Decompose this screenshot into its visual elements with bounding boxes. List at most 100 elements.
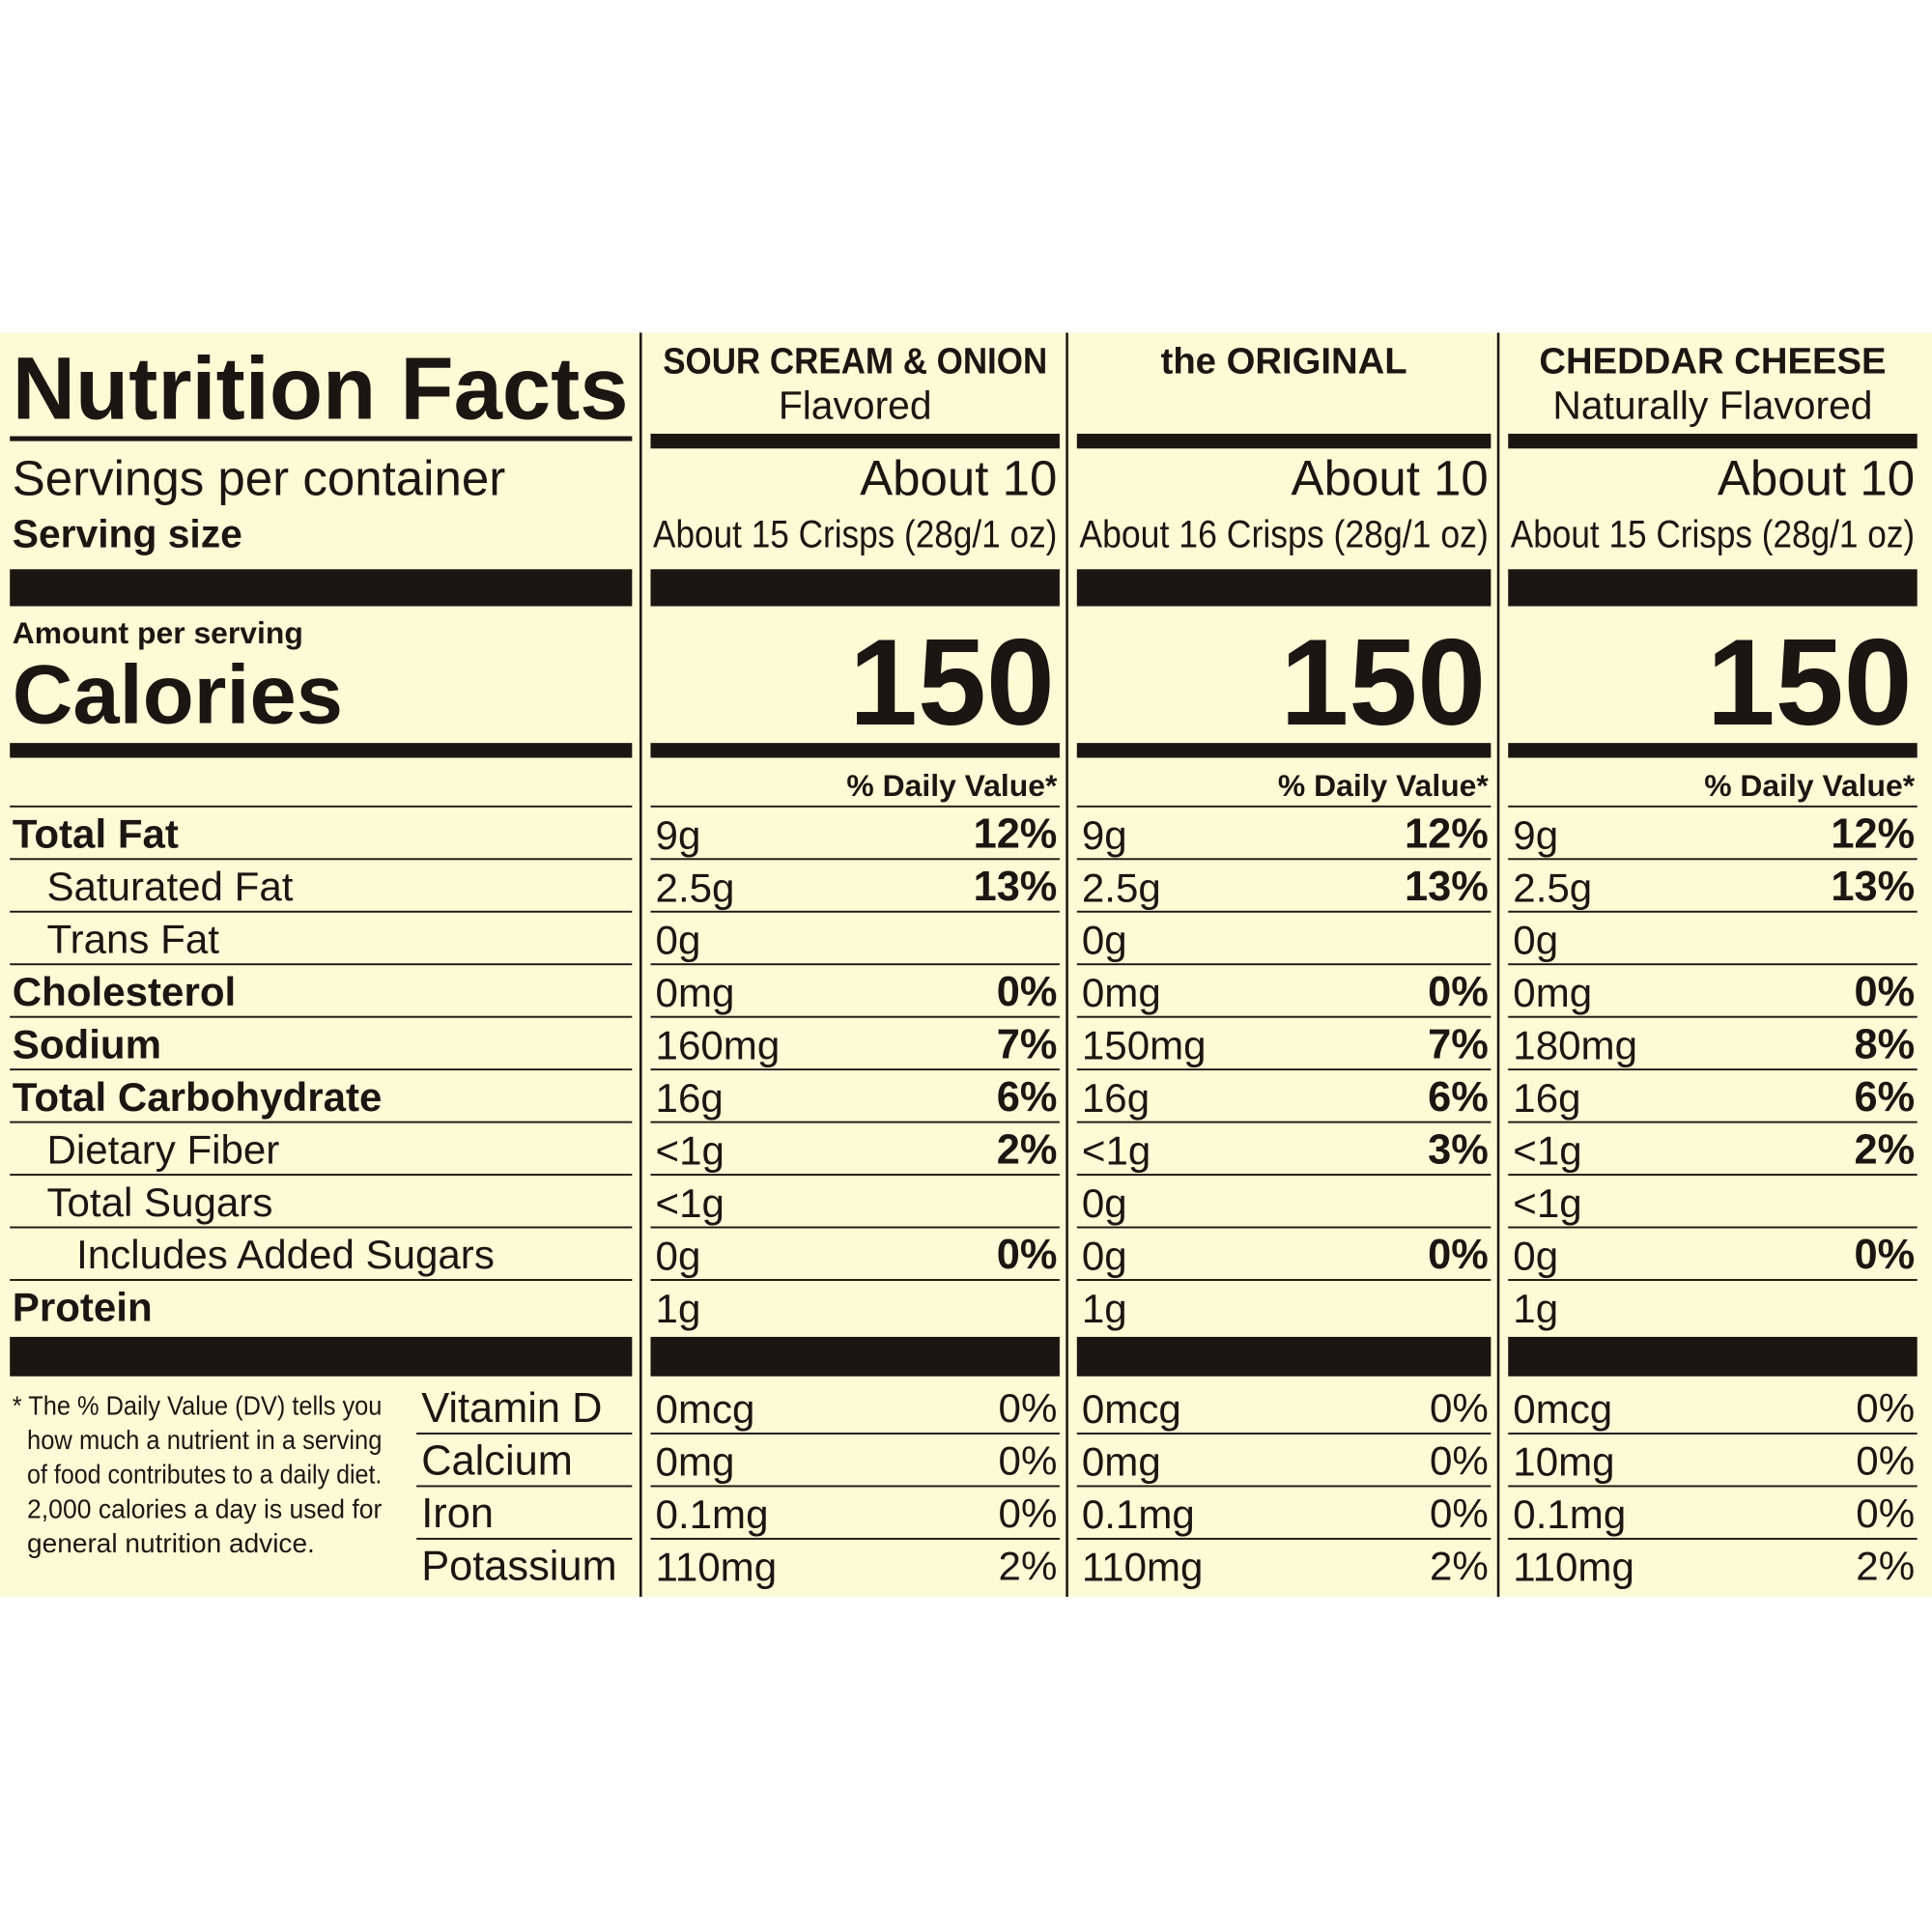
row-line — [1076, 1279, 1492, 1281]
bar — [1076, 433, 1492, 449]
row-line — [10, 1174, 633, 1177]
product-name: CHEDDAR CHEESE — [1539, 340, 1886, 382]
nutrient-daily-value: 0% — [1428, 969, 1489, 1015]
nutrient-daily-value: 6% — [997, 1074, 1058, 1121]
footnote-line: general nutrition advice. — [27, 1528, 315, 1558]
nutrient-amount: 16g — [656, 1075, 724, 1121]
row-line — [1508, 1015, 1918, 1018]
product-name: the ORIGINAL — [1161, 340, 1407, 382]
row-line — [1076, 858, 1492, 861]
row-line — [1508, 1485, 1918, 1488]
nutrient-amount: 0g — [1082, 1234, 1127, 1279]
bar — [1076, 743, 1492, 758]
row-line — [1508, 1121, 1918, 1123]
nutrient-amount: 9g — [656, 812, 701, 858]
vitamin-daily-value: 0% — [1430, 1437, 1489, 1483]
title: Nutrition Facts — [13, 340, 629, 439]
row-line — [650, 1121, 1060, 1123]
nutrient-amount: 0g — [656, 1234, 701, 1279]
nutrient-amount: 0mg — [656, 970, 735, 1015]
nutrient-amount: 0mg — [1082, 970, 1161, 1015]
row-line — [1508, 1174, 1918, 1177]
row-line — [650, 910, 1060, 913]
nutrient-label: Protein — [13, 1285, 153, 1330]
nutrient-amount: 150mg — [1082, 1023, 1207, 1068]
serving-size-value: About 15 Crisps (28g/1 oz) — [1511, 513, 1915, 555]
row-line — [1076, 1485, 1492, 1488]
vitamin-amount: 110mg — [656, 1545, 778, 1590]
footnote-line: 2,000 calories a day is used for — [27, 1493, 382, 1523]
column-divider — [1496, 332, 1500, 1598]
vitamin-daily-value: 0% — [999, 1491, 1058, 1536]
vitamin-amount: 110mg — [1082, 1545, 1204, 1590]
row-line — [650, 963, 1060, 966]
row-line — [1076, 1537, 1492, 1540]
daily-value-header: % Daily Value* — [1704, 768, 1916, 803]
nutrient-daily-value: 0% — [997, 969, 1058, 1015]
nutrient-amount: 1g — [656, 1286, 701, 1331]
serving-size-value: About 16 Crisps (28g/1 oz) — [1079, 513, 1488, 555]
daily-value-header: % Daily Value* — [846, 768, 1058, 803]
servings-value: About 10 — [860, 451, 1057, 506]
row-line — [1508, 1433, 1918, 1435]
vitamin-amount: 0.1mg — [1513, 1492, 1626, 1537]
bar — [650, 569, 1060, 607]
footnote-line: of food contributes to a daily diet. — [27, 1460, 382, 1490]
nutrient-daily-value: 12% — [1405, 811, 1489, 858]
nutrient-label: Includes Added Sugars — [76, 1232, 495, 1277]
row-line — [10, 963, 633, 966]
nutrient-amount: 0mg — [1513, 970, 1592, 1015]
row-line — [10, 858, 633, 861]
row-line — [1076, 1174, 1492, 1177]
row-line — [1508, 1279, 1918, 1281]
nutrient-amount: 0g — [1082, 918, 1127, 963]
row-line — [1508, 1068, 1918, 1071]
vitamin-daily-value: 0% — [1430, 1385, 1489, 1431]
vitamin-amount: 0mcg — [1082, 1386, 1181, 1432]
row-line — [650, 858, 1060, 861]
vitamin-daily-value: 0% — [1856, 1437, 1915, 1483]
calories-value: 150 — [1280, 614, 1486, 752]
nutrient-label: Trans Fat — [46, 916, 219, 961]
nutrient-label: Total Fat — [13, 811, 179, 857]
row-line — [10, 1279, 633, 1281]
row-line — [1076, 1121, 1492, 1123]
daily-value-header: % Daily Value* — [1278, 768, 1490, 803]
vitamin-daily-value: 0% — [1430, 1491, 1489, 1536]
rule — [10, 436, 633, 441]
nutrient-daily-value: 2% — [1854, 1126, 1915, 1173]
nutrient-label: Total Carbohydrate — [13, 1074, 383, 1120]
row-line — [1076, 1226, 1492, 1229]
nutrient-amount: 160mg — [656, 1023, 781, 1068]
vitamin-label: Calcium — [421, 1437, 573, 1484]
nutrient-amount: <1g — [656, 1128, 724, 1174]
row-line — [10, 1226, 633, 1229]
row-line — [650, 1068, 1060, 1071]
vitamin-amount: 0mcg — [656, 1386, 755, 1432]
vitamin-daily-value: 0% — [1856, 1385, 1915, 1431]
bar — [650, 743, 1060, 758]
row-line — [1508, 963, 1918, 966]
nutrient-amount: 2.5g — [1513, 865, 1592, 910]
row-line — [10, 805, 633, 808]
nutrient-daily-value: 12% — [1831, 811, 1915, 858]
nutrient-amount: <1g — [656, 1180, 724, 1226]
nutrient-amount: <1g — [1513, 1128, 1581, 1174]
row-line — [416, 1433, 633, 1435]
nutrient-amount: 1g — [1513, 1286, 1558, 1331]
vitamin-label: Potassium — [421, 1543, 616, 1589]
product-subtitle: Naturally Flavored — [1552, 384, 1872, 428]
vitamin-amount: 0mcg — [1513, 1386, 1612, 1432]
row-line — [650, 1537, 1060, 1540]
amount-per-serving: Amount per serving — [13, 615, 303, 650]
row-line — [650, 1015, 1060, 1018]
row-line — [1076, 1433, 1492, 1435]
nutrient-daily-value: 3% — [1428, 1126, 1489, 1173]
product-subtitle: Flavored — [779, 384, 932, 428]
nutrient-amount: 9g — [1513, 812, 1558, 858]
row-line — [10, 1068, 633, 1071]
row-line — [1076, 910, 1492, 913]
servings-label: Servings per container — [13, 451, 505, 506]
serving-size-value: About 15 Crisps (28g/1 oz) — [653, 513, 1057, 555]
nutrient-amount: 1g — [1082, 1286, 1127, 1331]
